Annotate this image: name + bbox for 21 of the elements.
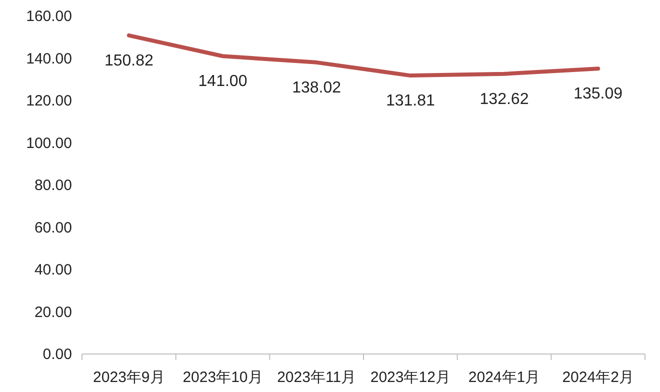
y-tick-label: 20.00 [34, 304, 72, 321]
y-tick-label: 160.00 [26, 8, 72, 25]
data-label: 141.00 [198, 73, 248, 90]
x-tick-label: 2023年9月 [93, 369, 165, 386]
x-tick-label: 2023年12月 [370, 369, 450, 386]
y-tick-label: 0.00 [42, 346, 72, 363]
data-label: 138.02 [292, 79, 342, 96]
data-label: 131.81 [386, 92, 435, 110]
data-label: 135.09 [574, 86, 623, 103]
x-tick-label: 2024年2月 [562, 369, 634, 386]
x-tick-label: 2024年1月 [468, 369, 540, 386]
y-tick-label: 100.00 [26, 134, 72, 152]
data-label: 150.82 [104, 52, 154, 70]
y-tick-label: 140.00 [26, 50, 72, 68]
y-tick-label: 120.00 [26, 92, 72, 110]
x-tick-label: 2023年10月 [182, 369, 263, 386]
data-label: 132.62 [480, 90, 529, 108]
y-tick-label: 40.00 [34, 262, 72, 278]
y-tick-label: 80.00 [34, 177, 72, 194]
y-tick-label: 60.00 [34, 219, 72, 236]
x-tick-label: 2023年11月 [277, 369, 356, 386]
